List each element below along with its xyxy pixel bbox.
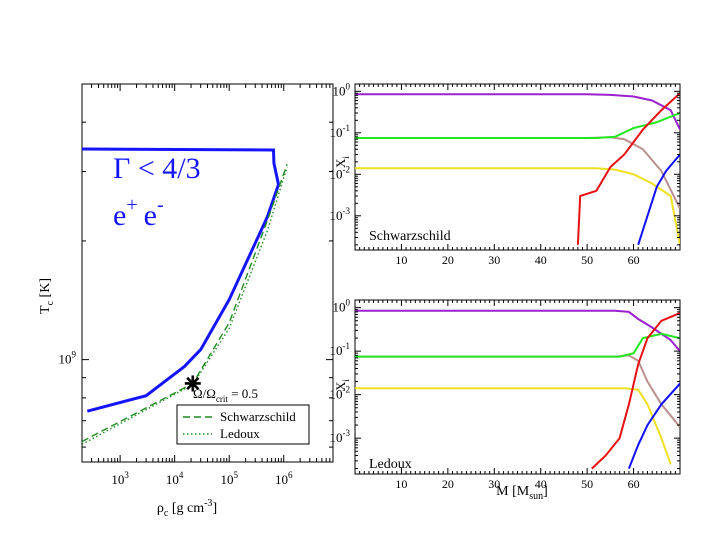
bottom-right-label: Ledoux [369, 457, 412, 472]
bottom-right-panel: 10 20 30 40 50 60 100 10-1 10-2 10-3 Ledoux Xi M … [330, 298, 681, 502]
legend-label-schwarzschild: Schwarzschild [220, 409, 296, 424]
top-right-plot-frame [354, 83, 681, 251]
bottom-right-x-tick-label: 10 [395, 477, 407, 491]
bottom-right-x-tick-label: 60 [628, 477, 640, 491]
bottom-right-series [355, 309, 680, 470]
bottom-right-plot-frame [354, 299, 681, 475]
left-ylabel: Tc [K] [38, 278, 56, 314]
top-right-series-purple [355, 93, 680, 130]
x-tick-label: 104 [166, 470, 184, 487]
bottom-right-x-tick-label: 50 [581, 477, 593, 491]
top-right-x-tick-label: 60 [628, 253, 640, 267]
top-right-x-tick-label: 40 [535, 253, 547, 267]
bottom-right-x-tick-label: 20 [442, 477, 454, 491]
top-right-series [355, 92, 680, 246]
bottom-right-series-red [591, 312, 680, 470]
bottom-right-series-purple [355, 309, 680, 352]
legend-label-ledoux: Ledoux [220, 426, 260, 441]
bottom-right-ylabel: Xi [333, 379, 351, 391]
top-right-y-tick-label: 10-2 [330, 164, 351, 181]
omega-annotation: Ω/Ωcrit = 0.5 [193, 386, 258, 404]
top-right-series-red [576, 92, 680, 245]
top-right-axis-ticks: 10 20 30 40 50 60 100 10-1 10-2 10-3 [330, 81, 681, 267]
top-right-y-tick-label: 10-3 [330, 206, 351, 223]
x-tick-label: 106 [275, 470, 293, 487]
x-tick-label: 103 [111, 470, 129, 487]
top-right-x-tick-label: 30 [488, 253, 500, 267]
series-schwarzschild [82, 163, 288, 443]
bottom-right-series-green [355, 332, 680, 358]
top-right-ylabel: Xi [333, 156, 351, 168]
top-right-x-tick-label: 50 [581, 253, 593, 267]
star-marker [184, 375, 201, 392]
top-right-x-tick-label: 20 [442, 253, 454, 267]
top-right-y-tick-label: 100 [333, 81, 351, 98]
bottom-right-x-tick-label: 40 [535, 477, 547, 491]
star-stroke [186, 376, 200, 391]
series--4-3-boundary [82, 147, 281, 413]
bottom-right-xlabel: M [Msun] [496, 484, 548, 502]
pair-annotation: e+ e- [113, 194, 164, 232]
y-tick-label: 109 [59, 350, 77, 367]
left-series [82, 147, 288, 445]
bottom-right-y-tick-label: 10-3 [330, 428, 351, 445]
bottom-right-series-blue [627, 382, 680, 469]
bottom-right-series-yellow [355, 387, 672, 465]
top-right-series-blue [637, 153, 680, 246]
top-right-x-tick-label: 10 [395, 253, 407, 267]
series-ledoux [82, 166, 288, 445]
bottom-right-y-tick-label: 10-1 [330, 341, 351, 358]
bottom-right-y-tick-label: 100 [333, 298, 351, 315]
top-right-panel: 10 20 30 40 50 60 100 10-1 10-2 10-3 Schwarzschil… [330, 81, 681, 267]
top-right-series-green [355, 112, 680, 139]
legend-box [176, 404, 310, 445]
left-xlabel: ρc [g cm-3] [157, 498, 217, 519]
gamma-annotation: Γ < 4/3 [113, 152, 201, 185]
top-right-y-tick-label: 10-1 [330, 123, 351, 140]
left-axis-ticks: 103 104 105 106 109 [59, 83, 334, 487]
bottom-right-y-tick-label: 10-2 [330, 385, 351, 402]
bottom-right-axis-ticks: 10 20 30 40 50 60 100 10-1 10-2 10-3 [330, 298, 681, 491]
x-tick-label: 105 [220, 470, 238, 487]
left-panel: 103 104 105 106 109 Γ < 4/3 e+ e- Ω/Ωcrit = 0… [38, 83, 334, 519]
bottom-right-x-tick-label: 30 [488, 477, 500, 491]
legend: Schwarzschild Ledoux [176, 404, 310, 445]
top-right-series-yellow [355, 167, 680, 245]
top-right-label: Schwarzschild [369, 229, 451, 244]
